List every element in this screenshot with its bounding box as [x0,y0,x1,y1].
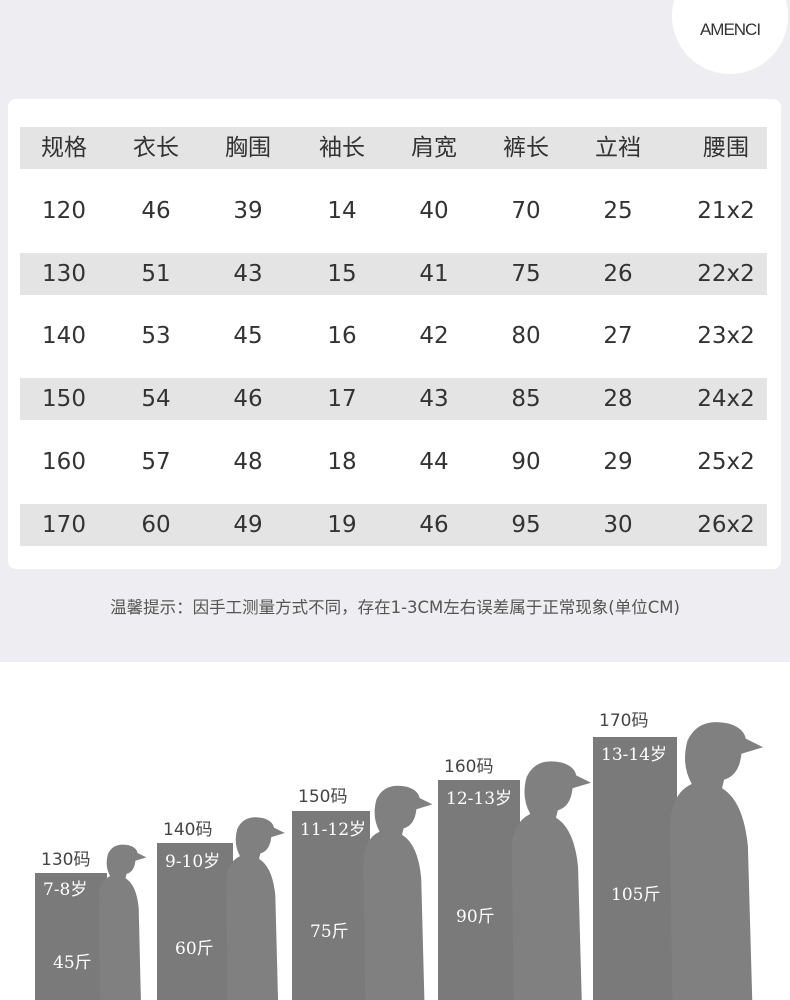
table-cell: 57 [141,448,171,475]
table-cell: 53 [141,323,171,350]
table-cell: 24x2 [697,386,755,413]
age-range-label: 12-13岁 [446,789,513,809]
size-code-label: 170码 [599,711,649,731]
size-table: 规格 衣长 胸围 袖长 肩宽 裤长 立裆 腰围 120 46 39 14 40 70 25 21x2 130 51… [20,127,767,567]
child-silhouette-icon [363,785,433,1000]
child-silhouette-icon [226,817,285,1000]
table-header-cell: 袖长 [319,135,365,161]
table-row: 140 53 45 16 42 80 27 23x2 [20,315,767,357]
table-cell: 46 [233,386,263,413]
weight-label: 105斤 [611,885,661,905]
age-range-label: 13-14岁 [601,745,668,765]
table-header-cell: 肩宽 [411,135,457,161]
table-header-cell: 胸围 [225,135,271,161]
table-cell: 85 [511,386,541,413]
table-cell: 17 [327,386,357,413]
table-cell: 30 [603,511,633,538]
size-height-bar [157,843,233,1000]
size-chart-section: AMENCI 规格 衣长 胸围 袖长 肩宽 裤长 立裆 腰围 120 46 39 14 40 70 25 21… [0,0,790,662]
table-cell: 130 [42,260,86,287]
table-cell: 40 [419,197,449,224]
table-cell: 90 [511,448,541,475]
table-cell: 43 [419,386,449,413]
table-cell: 26 [603,260,633,287]
table-row: 160 57 48 18 44 90 29 25x2 [20,441,767,483]
table-row: 150 54 46 17 43 85 28 24x2 [20,378,767,421]
size-height-bar [438,780,520,1000]
table-cell: 160 [42,448,86,475]
size-code-label: 130码 [41,850,91,870]
size-height-bar [593,737,677,1000]
table-cell: 150 [42,386,86,413]
table-cell: 29 [603,448,633,475]
table-cell: 19 [327,511,357,538]
table-cell: 18 [327,448,357,475]
table-cell: 75 [511,260,541,287]
size-code-label: 140码 [163,820,213,840]
child-silhouette-icon [511,761,591,1000]
table-cell: 39 [233,197,263,224]
table-cell: 120 [42,197,86,224]
age-range-label: 11-12岁 [300,820,367,840]
table-cell: 46 [141,197,171,224]
brand-logo-text: AMENCI [699,20,761,39]
table-row: 170 60 49 19 46 95 30 26x2 [20,503,767,546]
table-cell: 140 [42,323,86,350]
table-cell: 95 [511,511,541,538]
table-cell: 27 [603,323,633,350]
table-cell: 70 [511,197,541,224]
age-range-label: 9-10岁 [165,852,221,872]
table-cell: 44 [419,448,449,475]
size-height-bar [292,811,370,1000]
table-cell: 25x2 [697,448,755,475]
table-cell: 49 [233,511,263,538]
table-cell: 43 [233,260,263,287]
table-header-cell: 规格 [41,135,87,161]
table-cell: 60 [141,511,171,538]
weight-label: 60斤 [175,939,214,959]
table-cell: 25 [603,197,633,224]
table-cell: 26x2 [697,511,755,538]
table-header-row: 规格 衣长 胸围 袖长 肩宽 裤长 立裆 腰围 [20,127,767,169]
weight-label: 90斤 [456,907,495,927]
table-cell: 54 [141,386,171,413]
table-cell: 51 [141,260,171,287]
size-growth-illustration: 130码 7-8岁 45斤 140码 9-10岁 60斤 150码 11-12岁 75斤 160码… [0,662,790,1000]
table-cell: 22x2 [697,260,755,287]
measurement-notice: 温馨提示：因手工测量方式不同，存在1-3CM左右误差属于正常现象(单位CM) [110,598,680,617]
table-cell: 14 [327,197,357,224]
table-cell: 28 [603,386,633,413]
size-code-label: 150码 [298,787,348,807]
weight-label: 75斤 [310,922,349,942]
table-cell: 45 [233,323,263,350]
age-range-label: 7-8岁 [43,880,88,900]
table-cell: 48 [233,448,263,475]
table-header-cell: 腰围 [703,135,749,161]
table-header-cell: 衣长 [133,135,179,161]
size-table-card [8,99,781,569]
weight-label: 45斤 [53,953,92,973]
table-cell: 21x2 [697,197,755,224]
child-silhouette-icon [99,844,147,1000]
child-silhouette-icon [669,722,764,1000]
table-cell: 42 [419,323,449,350]
table-cell: 46 [419,511,449,538]
table-header-cell: 立裆 [595,135,641,161]
table-row: 120 46 39 14 40 70 25 21x2 [20,190,767,232]
size-code-label: 160码 [444,757,494,777]
table-cell: 15 [327,260,357,287]
table-cell: 41 [419,260,449,287]
table-cell: 23x2 [697,323,755,350]
table-cell: 16 [327,323,357,350]
size-height-bar [35,873,107,1000]
table-row: 130 51 43 15 41 75 26 22x2 [20,252,767,295]
table-header-cell: 裤长 [503,135,549,161]
table-cell: 80 [511,323,541,350]
table-cell: 170 [42,511,86,538]
